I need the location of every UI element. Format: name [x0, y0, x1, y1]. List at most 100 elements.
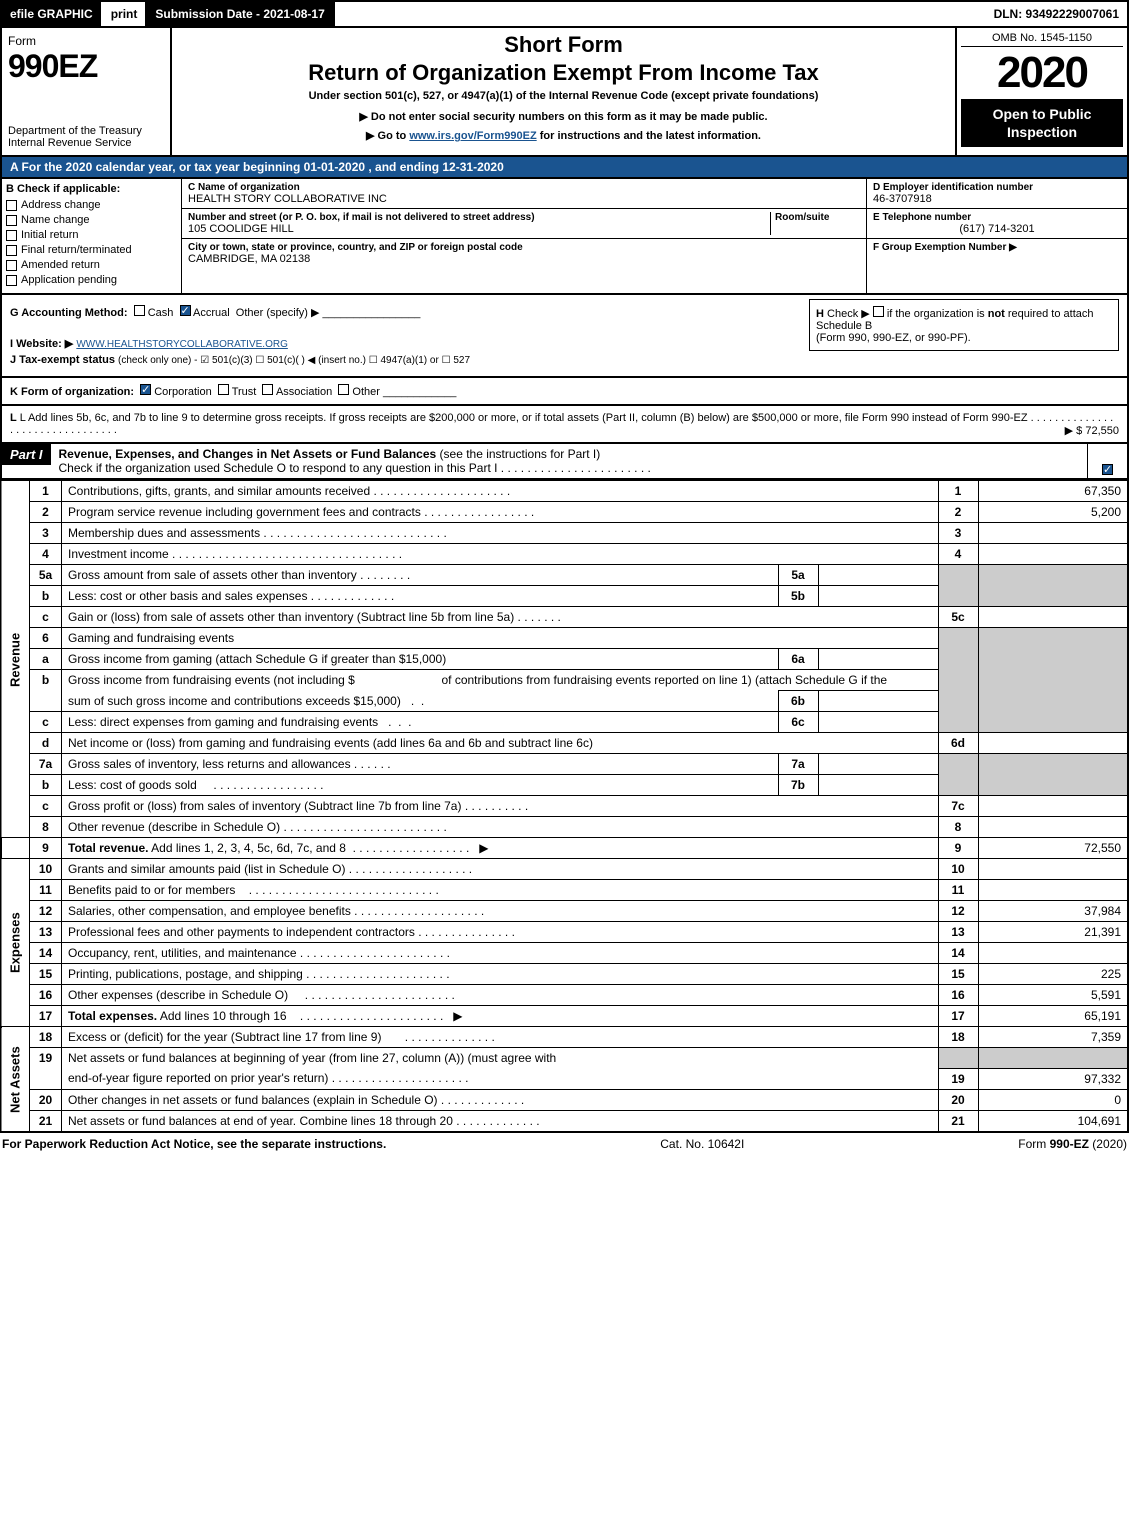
return-title: Return of Organization Exempt From Incom…	[180, 60, 947, 86]
form-header: Form 990EZ Department of the Treasury In…	[0, 28, 1129, 157]
line-desc-text: Gross amount from sale of assets other t…	[68, 568, 357, 582]
check-initial[interactable]: Initial return	[6, 229, 177, 241]
line-num: 10	[30, 859, 62, 880]
line-num: 17	[30, 1006, 62, 1027]
footer-right-pre: Form	[1018, 1137, 1049, 1151]
checkbox-icon[interactable]	[873, 306, 884, 317]
e-label: E Telephone number	[873, 212, 1121, 223]
right-val	[978, 943, 1128, 964]
right-val	[978, 733, 1128, 754]
table-row: 20 Other changes in net assets or fund b…	[1, 1089, 1128, 1110]
print-button[interactable]: print	[103, 2, 148, 26]
checkbox-icon[interactable]	[134, 305, 145, 316]
checkbox-icon[interactable]	[218, 384, 229, 395]
right-num: 21	[938, 1110, 978, 1132]
goto-line: ▶ Go to www.irs.gov/Form990EZ for instru…	[180, 129, 947, 142]
line-desc: Printing, publications, postage, and shi…	[62, 964, 939, 985]
line-desc: Gain or (loss) from sale of assets other…	[62, 607, 939, 628]
line-desc: Benefits paid to or for members . . . . …	[62, 880, 939, 901]
line-desc: Other expenses (describe in Schedule O) …	[62, 985, 939, 1006]
line-num: 1	[30, 481, 62, 502]
sub-val	[818, 649, 938, 670]
shaded-cell	[978, 565, 1128, 607]
c-city-label: City or town, state or province, country…	[188, 242, 860, 253]
line-desc: Net assets or fund balances at beginning…	[62, 1048, 939, 1069]
line-desc-text: Occupancy, rent, utilities, and maintena…	[68, 946, 297, 960]
line-desc-text: Professional fees and other payments to …	[68, 925, 415, 939]
footer-center: Cat. No. 10642I	[660, 1137, 744, 1151]
line-desc: Total expenses. Add lines 10 through 16 …	[62, 1006, 939, 1027]
check-final[interactable]: Final return/terminated	[6, 244, 177, 256]
line-num: 9	[30, 838, 62, 859]
shaded-cell	[938, 754, 978, 796]
goto-link[interactable]: www.irs.gov/Form990EZ	[409, 130, 536, 142]
right-num: 3	[938, 523, 978, 544]
line-desc-text: Benefits paid to or for members	[68, 883, 235, 897]
part1-check-text: Check if the organization used Schedule …	[59, 461, 498, 475]
checkbox-icon[interactable]	[338, 384, 349, 395]
k-trust: Trust	[232, 386, 257, 398]
line-num: 13	[30, 922, 62, 943]
l-text: L Add lines 5b, 6c, and 7b to line 9 to …	[20, 412, 1028, 424]
right-val: 21,391	[978, 922, 1128, 943]
table-row: 13 Professional fees and other payments …	[1, 922, 1128, 943]
checkbox-checked-icon[interactable]	[1102, 464, 1113, 475]
right-val	[978, 859, 1128, 880]
section-h: H Check ▶ if the organization is not req…	[809, 299, 1119, 351]
section-l: L L Add lines 5b, 6c, and 7b to line 9 t…	[0, 406, 1129, 444]
d-label: D Employer identification number	[873, 182, 1121, 193]
table-row: 16 Other expenses (describe in Schedule …	[1, 985, 1128, 1006]
sub-val	[818, 586, 938, 607]
table-row: 4 Investment income . . . . . . . . . . …	[1, 544, 1128, 565]
right-val: 225	[978, 964, 1128, 985]
line-desc: Grants and similar amounts paid (list in…	[62, 859, 939, 880]
l-amount: ▶ $ 72,550	[1065, 424, 1119, 437]
right-num: 13	[938, 922, 978, 943]
check-address[interactable]: Address change	[6, 199, 177, 211]
goto-post: for instructions and the latest informat…	[540, 130, 761, 142]
checkbox-icon	[6, 260, 17, 271]
line-desc: Net assets or fund balances at end of ye…	[62, 1110, 939, 1132]
line-desc: Excess or (deficit) for the year (Subtra…	[62, 1027, 939, 1048]
line-desc-text: Net assets or fund balances at end of ye…	[68, 1114, 453, 1128]
line-desc-text: Gross profit or (loss) from sales of inv…	[68, 799, 461, 813]
line-desc-text: Printing, publications, postage, and shi…	[68, 967, 303, 981]
b-label: B Check if applicable:	[6, 183, 177, 195]
right-num: 14	[938, 943, 978, 964]
check-amended[interactable]: Amended return	[6, 259, 177, 271]
org-name: HEALTH STORY COLLABORATIVE INC	[188, 193, 860, 205]
line-num: 11	[30, 880, 62, 901]
lines-table: Revenue 1 Contributions, gifts, grants, …	[0, 480, 1129, 1133]
right-num: 10	[938, 859, 978, 880]
form-number: 990EZ	[8, 48, 164, 85]
omb-number: OMB No. 1545-1150	[961, 32, 1123, 47]
line-desc: Membership dues and assessments . . . . …	[62, 523, 939, 544]
table-row: 7a Gross sales of inventory, less return…	[1, 754, 1128, 775]
dln-label: DLN: 93492229007061	[986, 2, 1127, 26]
right-num: 20	[938, 1089, 978, 1110]
line-num: 21	[30, 1110, 62, 1132]
table-row: 3 Membership dues and assessments . . . …	[1, 523, 1128, 544]
checkbox-checked-icon[interactable]	[180, 305, 191, 316]
right-num: 4	[938, 544, 978, 565]
right-val	[978, 544, 1128, 565]
table-row: 9 Total revenue. Add lines 1, 2, 3, 4, 5…	[1, 838, 1128, 859]
shaded-cell	[938, 1048, 978, 1069]
right-num: 7c	[938, 796, 978, 817]
check-name[interactable]: Name change	[6, 214, 177, 226]
checkbox-checked-icon[interactable]	[140, 384, 151, 395]
right-val: 37,984	[978, 901, 1128, 922]
checkbox-icon[interactable]	[262, 384, 273, 395]
line-desc-text: Contributions, gifts, grants, and simila…	[68, 484, 370, 498]
table-row: end-of-year figure reported on prior yea…	[1, 1068, 1128, 1089]
f-row: F Group Exemption Number ▶	[867, 239, 1127, 256]
website-link[interactable]: WWW.HEALTHSTORYCOLLABORATIVE.ORG	[76, 339, 288, 350]
section-c: C Name of organization HEALTH STORY COLL…	[182, 179, 867, 293]
check-pending[interactable]: Application pending	[6, 274, 177, 286]
line-desc: Professional fees and other payments to …	[62, 922, 939, 943]
right-val: 67,350	[978, 481, 1128, 502]
netassets-vert-label: Net Assets	[1, 1027, 30, 1132]
phone-value: (617) 714-3201	[873, 223, 1121, 235]
right-num: 8	[938, 817, 978, 838]
line-num: 6	[30, 628, 62, 649]
